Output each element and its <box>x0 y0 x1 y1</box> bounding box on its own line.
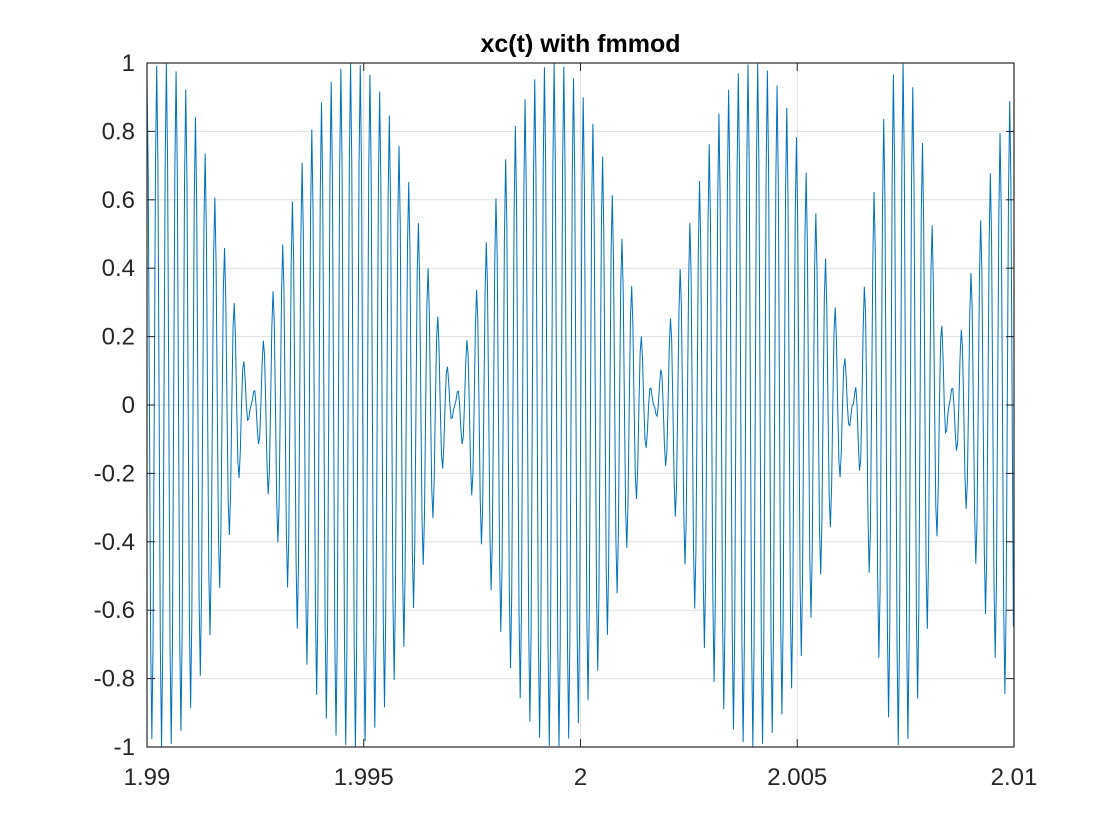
x-tick-label: 2.005 <box>767 764 827 791</box>
tick-marks <box>146 62 1015 748</box>
x-tick-label: 2.01 <box>991 764 1038 791</box>
y-tick-label: -0.4 <box>94 529 135 556</box>
x-tick-label: 1.99 <box>124 764 171 791</box>
x-tick-label: 1.995 <box>334 764 394 791</box>
y-tick-labels: -1 -0.8 -0.6 -0.4 -0.2 0 0.2 0.4 0.6 0.8 1 <box>94 50 135 761</box>
x-tick-label: 2 <box>574 764 587 791</box>
series-layer <box>147 63 1014 747</box>
y-tick-label: 0 <box>122 392 135 419</box>
y-tick-label: -0.8 <box>94 666 135 693</box>
x-tick-labels: 1.99 1.995 2 2.005 2.01 <box>124 764 1038 791</box>
y-tick-label: 0.8 <box>102 118 135 145</box>
y-tick-label: -1 <box>114 734 135 761</box>
y-tick-label: 1 <box>122 50 135 77</box>
series-line <box>147 63 1014 747</box>
y-tick-label: -0.2 <box>94 460 135 487</box>
y-tick-label: 0.4 <box>102 255 135 282</box>
y-tick-label: -0.6 <box>94 597 135 624</box>
chart-title: xc(t) with fmmod <box>481 30 681 58</box>
y-tick-label: 0.6 <box>102 187 135 214</box>
y-tick-label: 0.2 <box>102 324 135 351</box>
